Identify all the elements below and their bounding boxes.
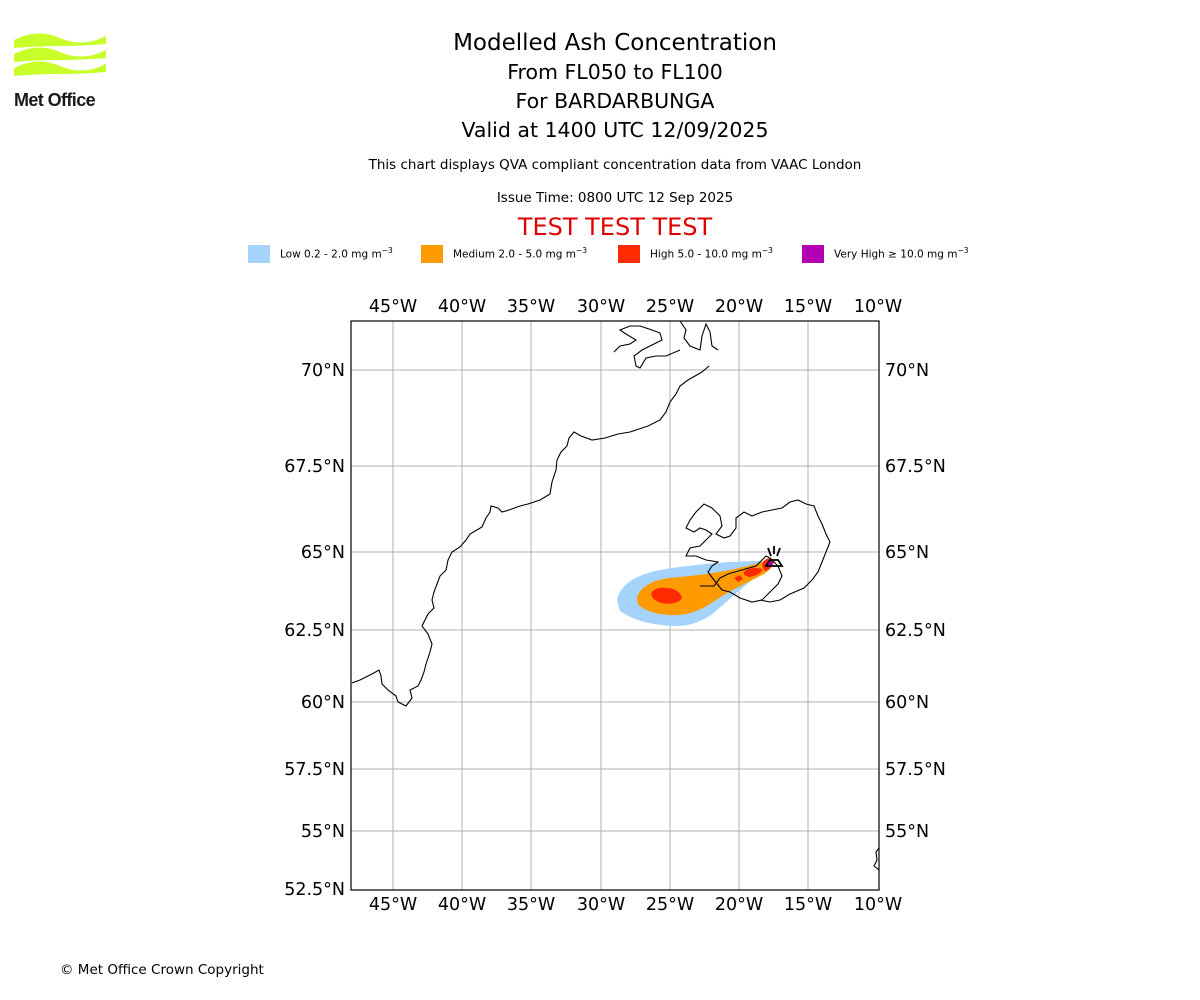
legend-swatch-medium bbox=[421, 245, 443, 263]
lat-label: 70°N bbox=[301, 361, 345, 381]
chart-title: Modelled Ash Concentration bbox=[453, 30, 777, 56]
uk-fragment-coast bbox=[873, 847, 879, 871]
lon-label: 10°W bbox=[854, 297, 902, 317]
lat-label: 57.5°N bbox=[284, 760, 345, 780]
ash-high-area-mid bbox=[743, 568, 763, 577]
lon-label: 45°W bbox=[369, 297, 417, 317]
lon-label: 35°W bbox=[507, 297, 555, 317]
lon-label: 35°W bbox=[507, 895, 555, 915]
ash-high-area-west bbox=[651, 587, 682, 604]
lat-label: 62.5°N bbox=[885, 621, 946, 641]
lat-label: 60°N bbox=[885, 693, 929, 713]
ash-plume bbox=[617, 558, 774, 627]
met-office-logo: Met Office bbox=[14, 30, 106, 112]
greenland-inlet bbox=[679, 321, 719, 351]
test-banner: TEST TEST TEST bbox=[517, 213, 713, 241]
lat-label: 60°N bbox=[301, 693, 345, 713]
lon-label: 30°W bbox=[577, 895, 625, 915]
logo-waves-icon bbox=[14, 33, 106, 76]
lat-labels-left: 70°N 67.5°N 65°N 62.5°N 60°N 57.5°N 55°N… bbox=[284, 361, 345, 900]
greenland-north-tip bbox=[613, 325, 681, 369]
greenland-coast bbox=[351, 365, 710, 707]
issue-time: Issue Time: 0800 UTC 12 Sep 2025 bbox=[496, 190, 734, 206]
map-frame bbox=[350, 320, 880, 891]
volcano-marker-icon bbox=[764, 546, 784, 567]
legend-swatch-high bbox=[618, 245, 640, 263]
lon-label: 15°W bbox=[784, 297, 832, 317]
lat-label: 65°N bbox=[885, 543, 929, 563]
logo-text: Met Office bbox=[14, 90, 96, 110]
lon-label: 20°W bbox=[715, 297, 763, 317]
lon-label: 25°W bbox=[646, 895, 694, 915]
lon-label: 40°W bbox=[438, 297, 486, 317]
lon-label: 40°W bbox=[438, 895, 486, 915]
lon-label: 20°W bbox=[715, 895, 763, 915]
lon-label: 15°W bbox=[784, 895, 832, 915]
legend-label-low: Low 0.2 - 2.0 mg m−3 bbox=[280, 246, 393, 261]
lat-label: 62.5°N bbox=[284, 621, 345, 641]
valid-time: Valid at 1400 UTC 12/09/2025 bbox=[461, 118, 769, 142]
legend-label-medium: Medium 2.0 - 5.0 mg m−3 bbox=[453, 246, 588, 261]
graticule bbox=[351, 321, 879, 890]
flight-level-range: From FL050 to FL100 bbox=[507, 60, 723, 84]
lon-label: 10°W bbox=[854, 895, 902, 915]
legend-swatch-low bbox=[248, 245, 270, 263]
lon-labels-top: 45°W 40°W 35°W 30°W 25°W 20°W 15°W 10°W bbox=[369, 297, 902, 317]
lat-label: 70°N bbox=[885, 361, 929, 381]
volcano-name: For BARDARBUNGA bbox=[515, 89, 715, 113]
lon-label: 30°W bbox=[577, 297, 625, 317]
qva-note: This chart displays QVA compliant concen… bbox=[368, 157, 862, 173]
lon-labels-bottom: 45°W 40°W 35°W 30°W 25°W 20°W 15°W 10°W bbox=[369, 895, 902, 915]
coastlines bbox=[351, 321, 879, 871]
lat-labels-right: 70°N 67.5°N 65°N 62.5°N 60°N 57.5°N 55°N bbox=[885, 361, 946, 842]
lat-label: 67.5°N bbox=[885, 457, 946, 477]
lat-label: 52.5°N bbox=[284, 880, 345, 900]
lon-label: 25°W bbox=[646, 297, 694, 317]
title-block: Modelled Ash Concentration From FL050 to… bbox=[415, 28, 815, 145]
legend-label-very-high: Very High ≥ 10.0 mg m−3 bbox=[834, 246, 969, 261]
ash-high-area-small bbox=[734, 575, 743, 582]
lat-label: 57.5°N bbox=[885, 760, 946, 780]
copyright-notice: © Met Office Crown Copyright bbox=[60, 962, 264, 978]
lon-label: 45°W bbox=[369, 895, 417, 915]
lat-label: 55°N bbox=[885, 822, 929, 842]
lat-label: 67.5°N bbox=[284, 457, 345, 477]
legend-swatch-very-high bbox=[802, 245, 824, 263]
iceland-coast bbox=[685, 499, 831, 603]
lat-label: 55°N bbox=[301, 822, 345, 842]
legend-label-high: High 5.0 - 10.0 mg m−3 bbox=[650, 246, 773, 261]
lat-label: 65°N bbox=[301, 543, 345, 563]
